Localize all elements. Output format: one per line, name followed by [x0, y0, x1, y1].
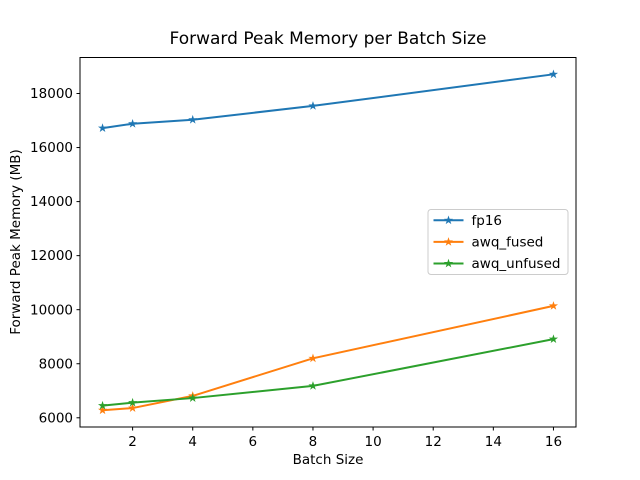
marker-awq_unfused — [548, 334, 559, 344]
y-tick-label: 16000 — [30, 140, 73, 156]
x-tick-label: 10 — [364, 434, 381, 450]
legend-marker-awq_fused — [443, 237, 454, 246]
marker-fp16 — [97, 123, 108, 132]
x-tick-label: 8 — [309, 434, 318, 450]
x-tick-label: 16 — [545, 434, 562, 450]
y-tick-label: 6000 — [39, 410, 73, 426]
legend-label-awq_fused: awq_fused — [472, 235, 544, 251]
marker-awq_fused — [548, 301, 559, 310]
legend-label-awq_unfused: awq_unfused — [472, 256, 561, 272]
y-tick-label: 8000 — [39, 356, 73, 372]
marker-fp16 — [128, 118, 138, 128]
marker-awq_unfused — [308, 381, 318, 390]
x-tick-label: 14 — [485, 434, 502, 450]
marker-fp16 — [548, 69, 559, 79]
marker-awq_fused — [308, 353, 318, 363]
marker-awq_fused — [97, 405, 108, 415]
legend-label-fp16: fp16 — [472, 213, 503, 229]
x-tick-label: 2 — [128, 434, 137, 450]
x-tick-label: 6 — [249, 434, 258, 450]
x-axis-label: Batch Size — [292, 452, 364, 468]
marker-awq_unfused — [97, 400, 108, 410]
x-tick-label: 12 — [425, 434, 442, 450]
marker-fp16 — [308, 101, 318, 110]
y-tick-label: 12000 — [30, 248, 73, 264]
y-axis-label: Forward Peak Memory (MB) — [8, 149, 24, 335]
legend-marker-fp16 — [443, 215, 454, 225]
legend-marker-awq_unfused — [443, 258, 454, 268]
y-tick-label: 18000 — [30, 86, 73, 102]
x-tick-label: 4 — [188, 434, 197, 450]
y-tick-label: 14000 — [30, 194, 73, 210]
legend-box — [427, 209, 569, 275]
chart-title: Forward Peak Memory per Batch Size — [169, 29, 487, 49]
y-tick-label: 10000 — [30, 302, 73, 318]
marker-fp16 — [188, 114, 198, 124]
marker-awq_unfused — [188, 393, 198, 402]
marker-awq_fused — [128, 403, 138, 412]
marker-awq_unfused — [128, 397, 138, 407]
